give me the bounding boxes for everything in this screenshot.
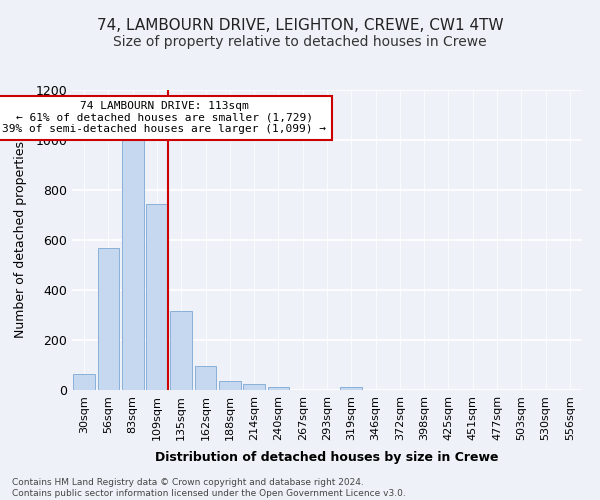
Bar xyxy=(194,366,217,390)
Bar xyxy=(219,380,241,390)
Bar xyxy=(268,386,289,390)
Text: Contains HM Land Registry data © Crown copyright and database right 2024.
Contai: Contains HM Land Registry data © Crown c… xyxy=(12,478,406,498)
Y-axis label: Number of detached properties: Number of detached properties xyxy=(14,142,27,338)
Bar xyxy=(97,248,119,390)
Text: 74, LAMBOURN DRIVE, LEIGHTON, CREWE, CW1 4TW: 74, LAMBOURN DRIVE, LEIGHTON, CREWE, CW1… xyxy=(97,18,503,32)
Text: 74 LAMBOURN DRIVE: 113sqm
← 61% of detached houses are smaller (1,729)
39% of se: 74 LAMBOURN DRIVE: 113sqm ← 61% of detac… xyxy=(2,101,326,134)
Bar xyxy=(122,140,143,390)
Bar xyxy=(170,311,192,390)
X-axis label: Distribution of detached houses by size in Crewe: Distribution of detached houses by size … xyxy=(155,451,499,464)
Bar xyxy=(243,384,265,390)
Bar xyxy=(340,386,362,390)
Bar xyxy=(146,204,168,390)
Text: Size of property relative to detached houses in Crewe: Size of property relative to detached ho… xyxy=(113,35,487,49)
Bar xyxy=(73,374,95,390)
